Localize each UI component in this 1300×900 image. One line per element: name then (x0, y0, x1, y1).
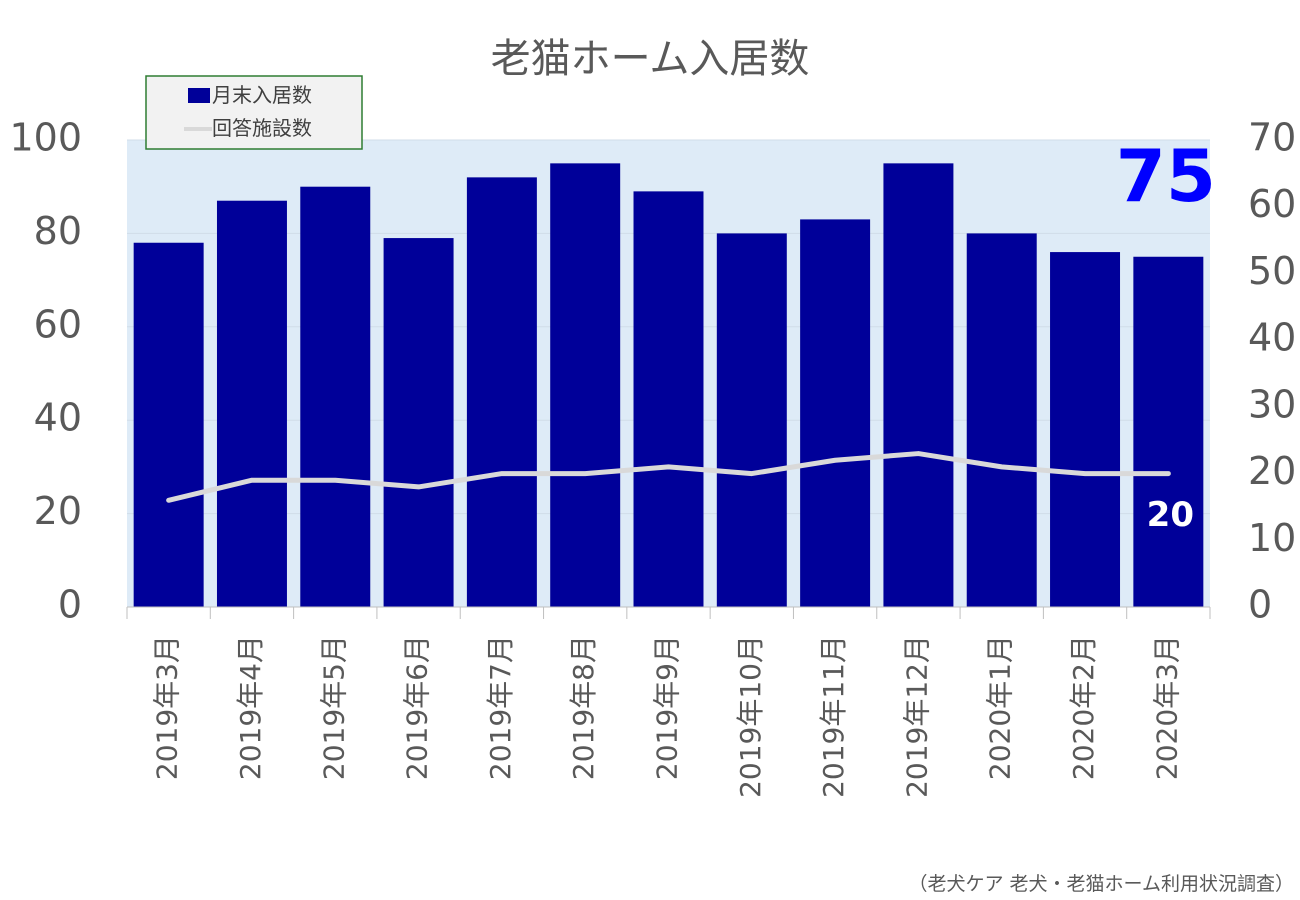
bar (300, 186, 371, 607)
bar (966, 233, 1037, 607)
x-tick-label: 2020年2月 (1067, 635, 1100, 780)
y-left-tick-label: 20 (34, 489, 82, 533)
x-tick-label: 2019年5月 (317, 635, 350, 780)
bar (216, 200, 287, 607)
y-left-tick-label: 80 (34, 209, 82, 253)
y-right-tick-label: 60 (1248, 182, 1296, 226)
highlight-last-bar-value: 75 (1116, 134, 1216, 218)
x-tick-label: 2019年7月 (484, 635, 517, 780)
x-tick-label: 2019年4月 (234, 635, 267, 780)
y-left-tick-label: 100 (9, 116, 82, 160)
x-axis: 2019年3月 2019年4月 2019年5月 2019年6月 2019年7月 2019年… (126, 606, 1211, 798)
y-right-tick-label: 10 (1248, 516, 1296, 560)
x-tick-label: 2019年3月 (151, 635, 184, 780)
x-tick-label: 2020年3月 (1150, 635, 1183, 780)
y-right-tick-label: 40 (1248, 316, 1296, 360)
bar (383, 238, 454, 607)
source-note: （老犬ケア 老犬・老猫ホーム利用状況調査） (909, 873, 1294, 895)
bar (133, 242, 204, 608)
x-tick-label: 2019年11月 (817, 635, 850, 798)
legend-label-bar: 月末入居数 (212, 83, 312, 107)
y-axis-right: 0 10 20 30 40 50 60 70 (1248, 116, 1296, 627)
legend-bar-swatch (188, 88, 210, 103)
x-tick-label: 2019年8月 (567, 635, 600, 780)
bar (800, 219, 871, 607)
x-tick-label: 2019年9月 (651, 635, 684, 780)
x-tick-label: 2020年1月 (984, 635, 1017, 780)
bar (1133, 256, 1204, 607)
x-tick-label: 2019年12月 (900, 635, 933, 798)
legend-label-line: 回答施設数 (212, 116, 312, 140)
y-right-tick-label: 0 (1248, 583, 1272, 627)
line-series (166, 451, 1171, 503)
bar (466, 177, 537, 608)
bar (1050, 252, 1121, 607)
bar (550, 163, 621, 607)
bar (883, 163, 954, 607)
y-left-tick-label: 0 (58, 583, 82, 627)
bar (633, 191, 704, 607)
legend: 月末入居数 回答施設数 (145, 75, 363, 150)
x-tick-label: 2019年6月 (401, 635, 434, 780)
y-right-tick-label: 70 (1248, 116, 1296, 160)
x-tick-label: 2019年10月 (734, 635, 767, 798)
bar (716, 233, 787, 607)
bar-series (133, 163, 1204, 608)
y-left-tick-label: 60 (34, 302, 82, 346)
highlight-last-line-value: 20 (1147, 495, 1194, 535)
chart-title: 老猫ホーム入居数 (491, 36, 810, 82)
y-right-tick-label: 20 (1248, 449, 1296, 493)
y-axis-left: 0 20 40 60 80 100 (9, 116, 82, 627)
y-right-tick-label: 50 (1248, 249, 1296, 293)
y-left-tick-label: 40 (34, 396, 82, 440)
legend-box (145, 75, 363, 150)
y-right-tick-label: 30 (1248, 382, 1296, 426)
